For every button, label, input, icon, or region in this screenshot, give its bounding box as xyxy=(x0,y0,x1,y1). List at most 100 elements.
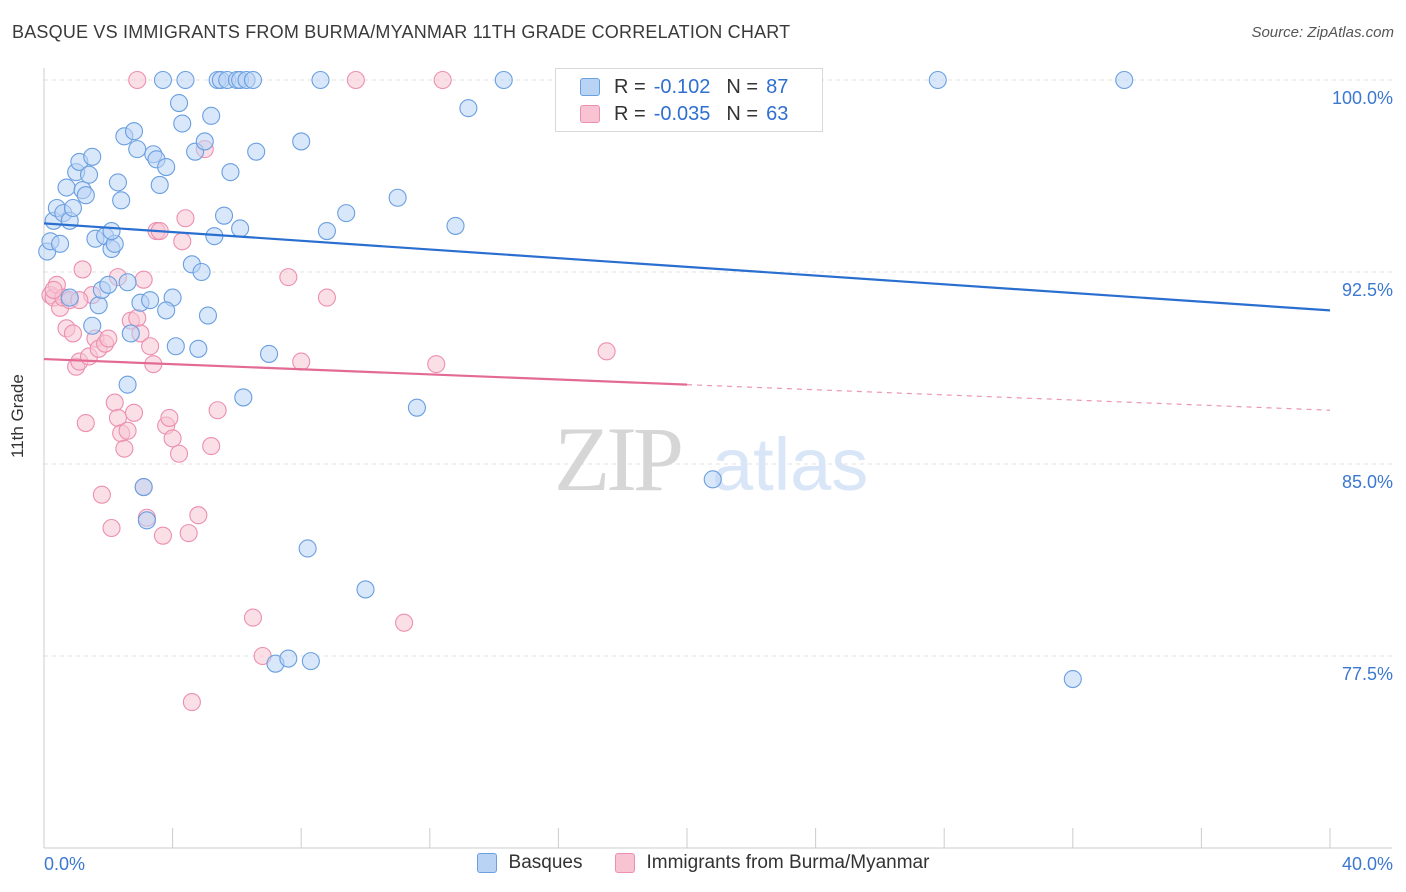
data-point-basques xyxy=(157,157,176,177)
data-point-immigrants xyxy=(128,70,147,90)
watermark: ZIP atlas xyxy=(554,408,868,510)
data-point-basques xyxy=(234,388,253,407)
data-point-basques xyxy=(459,99,478,118)
legend-n-value: 87 xyxy=(766,75,789,98)
y-tick-label: 77.5% xyxy=(1342,664,1393,684)
data-point-basques xyxy=(112,191,131,210)
data-point-basques xyxy=(494,70,513,90)
data-point-immigrants xyxy=(179,524,198,543)
data-point-immigrants xyxy=(189,506,208,525)
data-point-basques xyxy=(121,324,140,343)
data-point-immigrants xyxy=(92,485,111,504)
legend-label-basques: Basques xyxy=(508,852,583,873)
data-point-immigrants xyxy=(128,309,147,328)
data-point-basques xyxy=(57,178,76,197)
legend-row-basques: R = -0.102 N = 87 xyxy=(580,74,788,100)
legend-n-label: N = xyxy=(726,102,759,125)
data-point-basques xyxy=(150,175,169,195)
data-point-basques xyxy=(317,221,336,241)
legend-r-label: R = xyxy=(614,75,646,98)
data-point-basques xyxy=(301,652,320,671)
data-point-basques xyxy=(292,132,311,151)
legend-r-label: R = xyxy=(614,102,646,125)
data-point-basques xyxy=(153,70,173,90)
legend-swatch-pink xyxy=(614,853,635,873)
data-point-basques xyxy=(102,221,121,241)
data-point-immigrants xyxy=(44,280,63,299)
chart-title: BASQUE VS IMMIGRANTS FROM BURMA/MYANMAR … xyxy=(12,22,791,42)
data-point-immigrants xyxy=(243,608,263,627)
tick-labels: 100.0% 92.5% 85.0% 77.5% 0.0% 40.0% xyxy=(44,88,1393,874)
data-point-basques xyxy=(356,580,375,599)
trend-line-immigrants-extrapolated xyxy=(686,384,1331,411)
data-point-immigrants xyxy=(279,268,298,287)
data-point-immigrants xyxy=(105,393,124,412)
data-point-basques xyxy=(231,219,250,238)
data-point-immigrants xyxy=(141,337,160,356)
data-point-immigrants xyxy=(433,70,452,90)
data-point-immigrants xyxy=(115,439,134,458)
watermark-atlas: atlas xyxy=(712,423,868,506)
legend-swatch-pink xyxy=(580,105,600,123)
data-point-immigrants xyxy=(99,329,118,348)
data-point-immigrants xyxy=(173,232,192,251)
data-point-basques xyxy=(298,539,317,558)
data-point-immigrants xyxy=(427,355,446,374)
data-point-basques xyxy=(176,70,195,90)
data-point-immigrants xyxy=(118,421,137,440)
data-point-basques xyxy=(407,398,426,417)
data-point-immigrants xyxy=(160,408,179,427)
data-point-basques xyxy=(189,339,208,358)
data-point-basques xyxy=(446,216,465,235)
data-point-basques xyxy=(214,206,234,225)
watermark-zip: ZIP xyxy=(554,408,681,510)
data-point-immigrants xyxy=(395,613,414,632)
y-tick-label: 92.5% xyxy=(1342,280,1393,300)
y-tick-label: 85.0% xyxy=(1342,472,1393,492)
data-point-basques xyxy=(108,173,127,192)
trend-line-immigrants xyxy=(43,357,688,386)
data-point-immigrants xyxy=(63,324,82,343)
data-point-basques xyxy=(1115,70,1134,90)
data-point-immigrants xyxy=(124,403,144,422)
data-point-immigrants xyxy=(102,518,121,538)
legend-item-basques[interactable]: Basques xyxy=(476,852,583,874)
data-point-immigrants xyxy=(176,209,195,228)
data-point-basques xyxy=(173,114,192,133)
data-point-basques xyxy=(195,132,214,151)
data-point-immigrants xyxy=(292,352,311,371)
legend-r-value: -0.102 xyxy=(653,75,711,98)
data-point-immigrants xyxy=(153,526,173,545)
data-point-basques xyxy=(83,316,102,335)
data-point-immigrants xyxy=(597,342,616,361)
data-point-basques xyxy=(157,301,176,320)
data-point-basques xyxy=(76,186,95,205)
data-point-basques xyxy=(243,70,263,90)
y-axis-label: 11th Grade xyxy=(8,374,27,458)
data-point-basques xyxy=(388,188,407,207)
source-label: Source: ZipAtlas.com xyxy=(1251,24,1394,41)
data-point-immigrants xyxy=(134,270,153,289)
data-point-immigrants xyxy=(202,437,221,456)
legend-r-value: -0.035 xyxy=(653,102,711,125)
data-point-immigrants xyxy=(76,413,95,433)
data-point-basques xyxy=(118,273,137,292)
data-point-immigrants xyxy=(163,429,182,448)
legend-item-immigrants[interactable]: Immigrants from Burma/Myanmar xyxy=(614,852,929,874)
data-point-basques xyxy=(79,165,99,184)
data-point-basques xyxy=(134,477,153,497)
data-point-basques xyxy=(202,106,221,125)
data-point-immigrants xyxy=(169,444,189,463)
data-point-basques xyxy=(221,163,240,182)
data-point-basques xyxy=(141,291,160,310)
data-point-basques xyxy=(337,204,356,223)
data-point-basques xyxy=(192,262,211,282)
data-point-immigrants xyxy=(208,401,227,420)
legend-n-label: N = xyxy=(726,75,759,98)
data-point-immigrants xyxy=(317,288,336,307)
axes xyxy=(43,68,1392,849)
x-tick-label: 40.0% xyxy=(1342,854,1393,874)
data-point-basques xyxy=(311,70,330,90)
trend-lines xyxy=(43,222,1331,411)
